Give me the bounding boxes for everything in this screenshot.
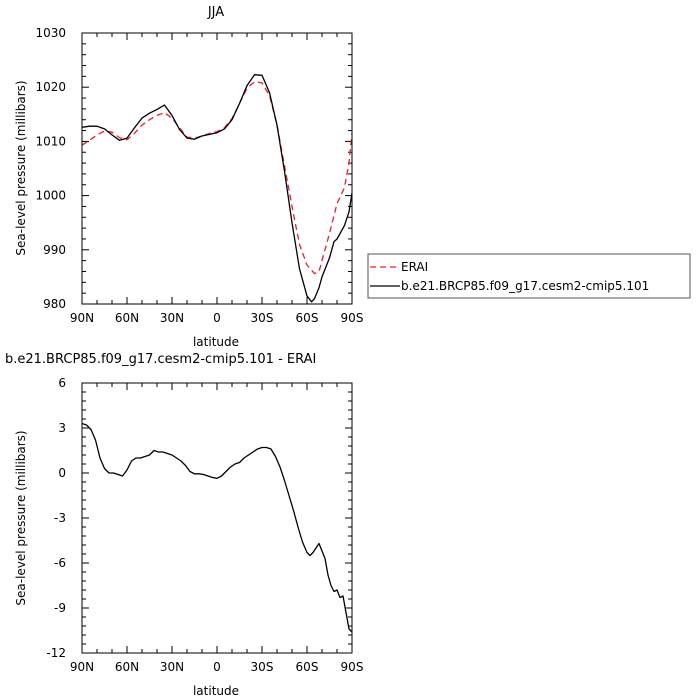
y-tick-label: -6: [54, 556, 66, 570]
y-tick-label: -12: [46, 646, 66, 660]
series-line-erai: [81, 81, 353, 275]
chart1-title: b.e21.BRCP85.f09_g17.cesm2-cmip5.101 - E…: [5, 352, 316, 367]
chart0-ylabel: Sea-level pressure (millibars): [14, 80, 28, 255]
x-tick-label: 30N: [160, 311, 184, 325]
chart-sea-level-pressure: JJA Sea-level pressure (millibars) latit…: [14, 5, 691, 349]
y-tick-label: 1030: [35, 26, 66, 40]
chart1-ylabel: Sea-level pressure (millibars): [14, 430, 28, 605]
x-tick-label: 30S: [251, 660, 274, 674]
x-tick-label: 90S: [341, 311, 364, 325]
y-tick-label: 3: [58, 421, 66, 435]
chart0-lines: [81, 74, 353, 303]
legend-erai-label: ERAI: [401, 260, 428, 274]
y-tick-label: 980: [43, 297, 66, 311]
x-tick-label: 0: [213, 660, 221, 674]
x-tick-label: 60N: [115, 311, 139, 325]
x-tick-label: 90N: [70, 311, 94, 325]
x-tick-label: 30S: [251, 311, 274, 325]
chart0-frame: [81, 32, 353, 305]
x-tick-label: 30N: [160, 660, 184, 674]
y-tick-label: 1020: [35, 80, 66, 94]
chart1-lines: [81, 422, 353, 633]
legend-box: [367, 253, 691, 299]
y-tick-label: 1010: [35, 134, 66, 148]
x-tick-label: 90S: [341, 660, 364, 674]
y-tick-label: 990: [43, 243, 66, 257]
x-tick-label: 90N: [70, 660, 94, 674]
x-tick-label: 60S: [296, 660, 319, 674]
chart1-ticks: 90N 60N 30N 0 30S 60S 90S -12 -9 -6 -3 0 3 6: [46, 376, 363, 674]
chart0-legend: ERAI b.e21.BRCP85.f09_g17.cesm2-cmip5.10…: [367, 253, 691, 299]
x-tick-label: 60S: [296, 311, 319, 325]
chart1-frame: [81, 382, 353, 654]
chart0-xlabel: latitude: [193, 335, 239, 349]
x-tick-label: 60N: [115, 660, 139, 674]
y-tick-label: -3: [54, 511, 66, 525]
chart0-title: JJA: [207, 5, 224, 20]
y-tick-label: 0: [58, 466, 66, 480]
y-tick-label: -9: [54, 601, 66, 615]
chart-difference: b.e21.BRCP85.f09_g17.cesm2-cmip5.101 - E…: [5, 352, 363, 698]
y-tick-label: 1000: [35, 189, 66, 203]
series-line-b-e21-brcp85-f09-g17-cesm2-cmip5-101: [81, 74, 353, 303]
x-tick-label: 0: [213, 311, 221, 325]
legend-model-label: b.e21.BRCP85.f09_g17.cesm2-cmip5.101: [401, 279, 649, 293]
y-tick-label: 6: [58, 376, 66, 390]
series-line-difference: [81, 422, 353, 633]
chart0-ticks: 90N 60N 30N 0 30S 60S 90S 980 990 1000 1010 1020 103…: [35, 26, 363, 325]
chart1-xlabel: latitude: [193, 684, 239, 698]
